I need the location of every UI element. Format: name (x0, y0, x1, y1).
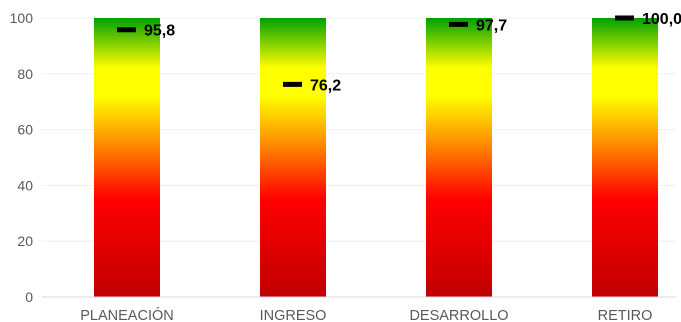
category-labels: PLANEACIÓN INGRESO DESARROLLO RETIRO (80, 307, 652, 322)
y-tick-label: 0 (25, 289, 33, 305)
x-category-label: PLANEACIÓN (80, 307, 173, 322)
data-label: 95,8 (144, 23, 175, 40)
data-labels: 95,8 76,2 97,7 100,0 (144, 11, 681, 94)
bars (94, 18, 658, 297)
value-markers (117, 15, 634, 87)
data-label: 76,2 (310, 77, 341, 94)
x-category-label: RETIRO (598, 308, 653, 322)
x-category-label: DESARROLLO (409, 308, 508, 322)
bar (592, 18, 658, 297)
data-label: 100,0 (642, 11, 681, 28)
y-tick-label: 60 (17, 122, 33, 138)
bar (260, 18, 326, 297)
x-category-label: INGRESO (260, 308, 327, 322)
bar (94, 18, 160, 297)
bar (426, 18, 492, 297)
data-label: 97,7 (476, 17, 507, 34)
y-axis-tick-labels: 0 20 40 60 80 100 (10, 10, 34, 305)
y-tick-label: 40 (17, 177, 33, 193)
y-tick-label: 80 (17, 66, 33, 82)
y-tick-label: 100 (10, 10, 34, 26)
y-tick-label: 20 (17, 233, 33, 249)
